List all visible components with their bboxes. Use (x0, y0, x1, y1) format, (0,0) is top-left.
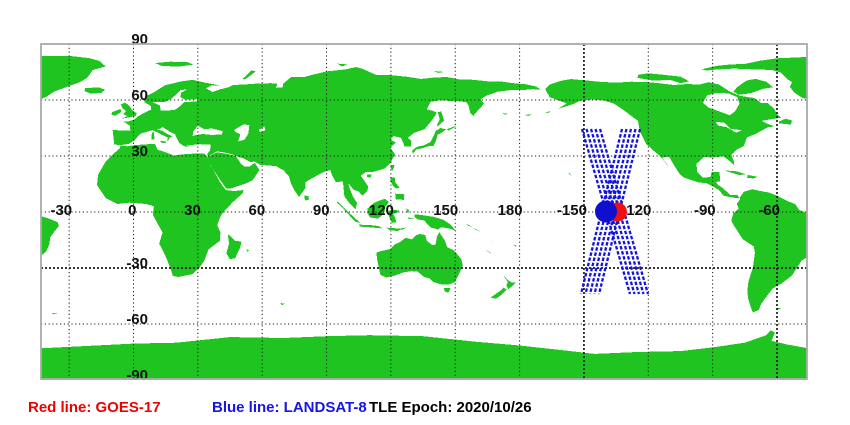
land-new-caledonia (485, 249, 492, 254)
lon-label--60: -60 (758, 202, 780, 219)
land-south-america (731, 189, 807, 313)
water-persian-gulf (236, 156, 255, 166)
land-tasmania (444, 288, 451, 293)
water-great-lakes (715, 121, 742, 133)
lon-label-150: 150 (433, 202, 458, 219)
land-aleutians-mid (523, 114, 533, 116)
graticule-layer (41, 44, 807, 379)
land-ireland (111, 108, 122, 116)
map-frame (40, 43, 808, 380)
land-arabia (208, 152, 260, 189)
land-mindanao (395, 193, 405, 200)
land-hainan (366, 174, 372, 178)
water-caspian-sea (234, 124, 250, 142)
land-mauritius (246, 249, 250, 252)
land-nz-south-island (490, 287, 507, 299)
land-sri-lanka (304, 195, 309, 201)
land-hawaii (567, 171, 573, 176)
land-java (359, 224, 383, 229)
land-timor (399, 227, 407, 230)
land-borneo (367, 198, 389, 219)
water-aral-sea (259, 126, 266, 133)
land-madagascar (226, 234, 242, 260)
lon-label--90: -90 (694, 202, 716, 219)
land-kerguelen (280, 303, 285, 306)
lat-label-60: 60 (131, 87, 148, 104)
water-mediterranean-sea (120, 127, 211, 156)
landmass-layer (41, 55, 807, 379)
land-new-guinea (414, 214, 456, 231)
land-crete (184, 145, 190, 147)
land-newfoundland (779, 118, 792, 125)
land-great-britain (120, 102, 137, 119)
land-sardinia-corsica (151, 131, 155, 140)
land-sicily (160, 141, 167, 144)
water-baltic-sea (152, 89, 198, 111)
land-sumatra (337, 201, 361, 223)
water-black-sea (192, 125, 223, 136)
land-novaya-zemlya (242, 70, 256, 80)
land-aleutians-west (502, 113, 509, 115)
land-victoria-banks-islands (637, 73, 690, 84)
lon-label-0: 0 (128, 202, 136, 219)
land-south-georgia (52, 312, 58, 315)
legend-tle-epoch: TLE Epoch: 2020/10/26 (369, 399, 532, 416)
lat-label--30: -30 (126, 255, 148, 272)
lon-label-60: 60 (249, 202, 266, 219)
land-japan (411, 128, 447, 154)
water-ob-gulf (276, 76, 285, 88)
lon-label-180: 180 (498, 202, 523, 219)
land-greenland-east (41, 55, 106, 99)
land-svalbard (154, 61, 194, 67)
land-italy (150, 129, 173, 142)
land-iceland (84, 87, 105, 94)
legend-goes17: Red line: GOES-17 (28, 399, 161, 416)
land-antarctica (41, 330, 807, 379)
landsat8-marker (595, 200, 617, 223)
land-aleutians-east (545, 111, 552, 113)
land-greece (176, 135, 187, 144)
lat-label-90: 90 (131, 31, 148, 48)
land-australia (376, 232, 463, 285)
land-luzon (390, 177, 400, 189)
lon-label--120: -120 (621, 202, 651, 219)
land-new-siberian-islands (433, 71, 445, 73)
land-seram (408, 217, 415, 220)
land-nz-north-island (504, 276, 516, 290)
marker-layer (595, 200, 627, 223)
lon-label--150: -150 (557, 202, 587, 219)
lon-label-90: 90 (313, 202, 330, 219)
lat-label--60: -60 (126, 311, 148, 328)
land-lesser-sunda (386, 227, 402, 232)
land-solomon-1 (466, 223, 473, 227)
land-brazil-east-sliver (41, 216, 59, 255)
land-vanuatu (491, 240, 494, 245)
land-taiwan (390, 165, 395, 171)
land-fiji (514, 244, 517, 247)
water-hudson-bay (703, 92, 740, 116)
land-sakhalin (437, 111, 445, 127)
axis-label-layer: -30 0 30 60 90 120 150 180 -150 -120 -90 -60 90 60 30 -… (50, 31, 780, 384)
land-solomon-2 (473, 227, 481, 232)
land-ellesmere-greenland-west (701, 56, 807, 99)
lon-label--30: -30 (50, 202, 72, 219)
lon-label-120: 120 (369, 202, 394, 219)
land-africa (97, 142, 244, 277)
lat-label-30: 30 (131, 143, 148, 160)
land-hispaniola (747, 175, 758, 179)
lat-label--90: -90 (126, 367, 148, 384)
legend-landsat8: Blue line: LANDSAT-8 (212, 399, 367, 416)
land-kuril-islands (446, 124, 458, 131)
land-severnaya-zemlya (337, 63, 348, 67)
lon-label-30: 30 (184, 202, 201, 219)
land-cuba (724, 170, 746, 175)
land-eurasia (112, 67, 541, 210)
land-halmahera (406, 208, 410, 214)
land-baffin-island (733, 78, 774, 95)
